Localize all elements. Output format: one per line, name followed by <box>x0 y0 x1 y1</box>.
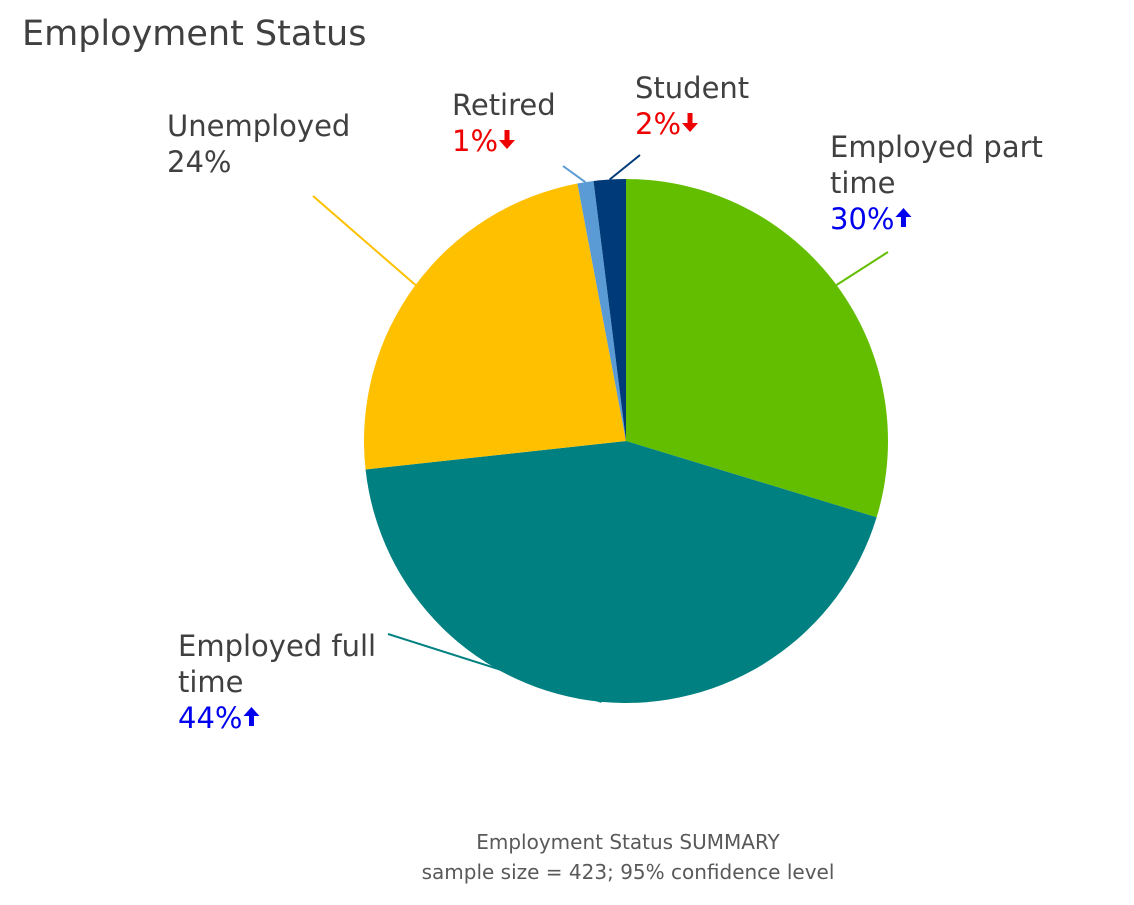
slice-label-unemployed: Unemployed 24% <box>167 109 350 179</box>
leader-lines <box>312 154 889 703</box>
leader-line-employed-full-time <box>387 633 602 703</box>
slice-label-retired: Retired 1% <box>452 88 556 158</box>
slice-label-employed-part-time: Employed part time 30% <box>830 130 1043 236</box>
leader-line-employed-part-time <box>835 251 889 286</box>
arrow-up-icon-employed-full-time <box>243 707 260 726</box>
slice-label-employed-full-time: Employed full time 44% <box>178 629 376 735</box>
chart-footer-note: sample size = 423; 95% confidence level <box>421 860 835 884</box>
pie-slices <box>363 179 888 704</box>
slice-value-student: 2% <box>635 107 681 141</box>
arrow-down-icon-student <box>682 113 699 132</box>
chart-footer-title: Employment Status SUMMARY <box>476 830 780 854</box>
arrow-up-icon-employed-part-time <box>895 208 912 227</box>
slice-value-employed-full-time: 44% <box>178 701 242 735</box>
pie-slice-employed-full-time <box>365 441 877 704</box>
slice-value-unemployed: 24% <box>167 145 231 179</box>
slice-value-retired: 1% <box>452 124 498 158</box>
leader-line-student <box>609 154 641 181</box>
arrow-down-icon-retired <box>499 130 516 149</box>
pie-slice-student <box>593 179 626 441</box>
slice-label-student: Student 2% <box>635 71 749 141</box>
pie-slice-unemployed <box>363 183 626 470</box>
leader-line-unemployed <box>312 195 417 286</box>
chart-title: Employment Status <box>22 14 367 54</box>
pie-slice-employed-part-time <box>626 179 888 518</box>
leader-line-retired <box>562 165 587 183</box>
slice-value-employed-part-time: 30% <box>830 202 894 236</box>
pie-slice-retired <box>577 181 626 441</box>
slice-labels: Employed part time 30% Employed full time 44%… <box>167 71 1043 735</box>
